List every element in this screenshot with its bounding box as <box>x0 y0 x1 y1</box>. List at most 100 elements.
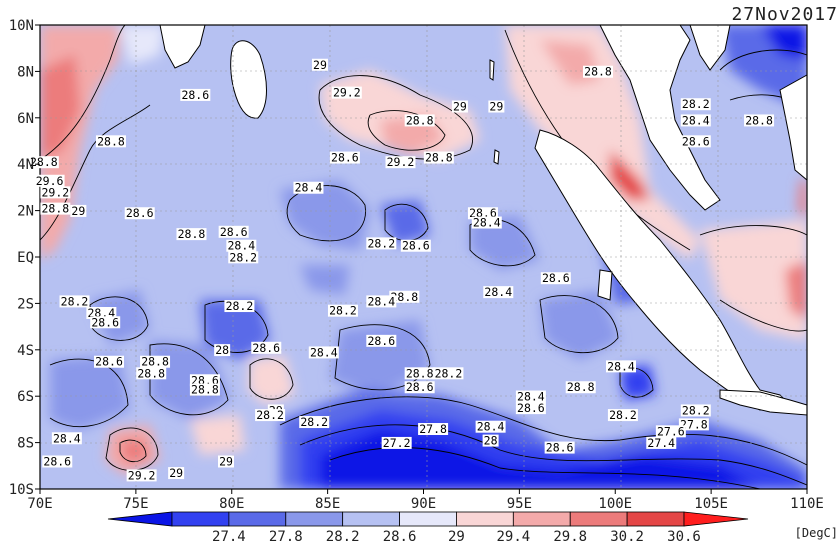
contour-label: 28.2 <box>329 304 357 318</box>
sst-field <box>40 25 807 489</box>
colorbar-low-arrow <box>107 511 173 527</box>
contour-label: 28.4 <box>682 113 710 127</box>
contour-label: 28.8 <box>406 366 434 380</box>
contour-label-bg <box>331 86 362 99</box>
contour-label-bg <box>483 286 514 299</box>
contour-label-bg <box>366 237 397 250</box>
contour-label-bg <box>214 344 231 357</box>
contour-label-bg <box>467 207 498 220</box>
date-label: 27Nov2017 <box>731 4 838 25</box>
contour-label-bg <box>255 409 286 422</box>
contour-label: 28.6 <box>220 225 248 239</box>
x-tick-label: 105E <box>694 496 728 512</box>
contour-label-bg <box>389 290 420 303</box>
contour-label-bg <box>646 436 677 449</box>
contour-label: 28 <box>484 434 498 448</box>
contour-label: 28.2 <box>226 299 254 313</box>
contour-label: 29.2 <box>128 468 156 482</box>
contour-label-bg <box>189 383 220 396</box>
contour-label-bg <box>311 58 328 71</box>
contour-label: 28.8 <box>41 202 69 216</box>
contour-label-bg <box>217 455 234 468</box>
contour-label: 28.6 <box>43 454 71 468</box>
contour-label: 29 <box>169 466 183 480</box>
contour-label-bg <box>59 295 90 308</box>
x-tick-label: 90E <box>411 496 436 512</box>
contour-label: 28.6 <box>331 151 359 165</box>
contour-label: 27.6 <box>657 424 685 438</box>
contour-label: 29.2 <box>41 185 69 199</box>
contour-label-bg <box>475 420 506 433</box>
contour-label: 28.6 <box>682 134 710 148</box>
contour-label-bg <box>680 114 711 127</box>
contour-label-bg <box>418 423 449 435</box>
contour-label-bg <box>95 135 126 148</box>
y-tick-label: 2N <box>17 204 34 220</box>
contour-label: 28.4 <box>310 345 338 359</box>
contour-label-bg <box>544 441 575 454</box>
contour-label-bg <box>180 88 211 101</box>
contour-label: 28.2 <box>61 294 89 308</box>
colorbar-segment <box>399 511 457 527</box>
colorbar-segment <box>512 511 571 527</box>
contour-label-bg <box>124 207 155 220</box>
x-tick-label: 75E <box>123 496 148 512</box>
contour-label: 28.6 <box>252 341 280 355</box>
contour-label: 29 <box>453 100 467 114</box>
contour-label-bg <box>189 374 220 387</box>
x-tick-label: 80E <box>219 496 244 512</box>
contour-label-bg <box>423 151 454 164</box>
contour-label-bg <box>126 469 157 482</box>
contour-label-bg <box>451 100 468 113</box>
contour-label: 28.2 <box>256 408 284 422</box>
colorbar-tick-label: 29.8 <box>553 529 587 544</box>
contour-label: 28.8 <box>141 355 169 369</box>
contour-label-bg <box>744 114 775 127</box>
contour-label: 28.8 <box>137 366 165 380</box>
contour-label-bg <box>140 355 171 368</box>
contour-label-bg <box>366 295 397 308</box>
contour-label-bg <box>226 239 257 252</box>
contour-label-bg <box>94 355 125 368</box>
andaman-islands <box>489 59 495 81</box>
contour-label-bg <box>381 436 412 449</box>
contour-label: 28.8 <box>425 151 453 165</box>
contour-label-bg <box>34 174 65 187</box>
colorbar-segment <box>626 511 685 527</box>
contour-label-bg <box>42 455 73 468</box>
y-tick-label: 10S <box>9 482 34 498</box>
contour-label: 28.8 <box>390 290 418 304</box>
contour-label: 28.4 <box>227 239 255 253</box>
colorbar-segment <box>171 511 230 527</box>
colorbar-tick-label: 29.4 <box>496 529 530 544</box>
x-tick-label: 95E <box>507 496 532 512</box>
colorbar-segment <box>342 511 400 527</box>
contour-label: 28.8 <box>178 227 206 241</box>
y-tick-label: 4S <box>17 343 34 359</box>
contour-label-bg <box>70 204 87 217</box>
contour-label: 29.2 <box>333 86 361 100</box>
contour-label: 28.8 <box>406 113 434 127</box>
y-tick-label: 8N <box>17 64 34 80</box>
contour-label: 29.2 <box>387 155 415 169</box>
contour-label-bg <box>176 228 207 241</box>
contour-label: 28.6 <box>546 441 574 455</box>
contour-label-bg <box>565 381 596 394</box>
contour-label: 27.8 <box>419 422 447 436</box>
contour-label-bg <box>327 304 358 317</box>
colorbar-tick-label: 29 <box>448 529 465 544</box>
contour-label: 28.6 <box>406 380 434 394</box>
colorbar-tick-label: 30.2 <box>610 529 644 544</box>
contour-label-bg <box>404 367 435 380</box>
contour-label-bg <box>680 98 711 111</box>
contour-label: 28.6 <box>367 334 395 348</box>
contour-label: 28.2 <box>367 236 395 250</box>
contour-label: 28.6 <box>126 206 154 220</box>
y-tick-label: 6N <box>17 111 34 127</box>
contour-label-bg <box>655 425 686 438</box>
contour-label: 28.8 <box>97 134 125 148</box>
contour-label-bg <box>308 346 339 359</box>
contour-label: 28.2 <box>682 403 710 417</box>
